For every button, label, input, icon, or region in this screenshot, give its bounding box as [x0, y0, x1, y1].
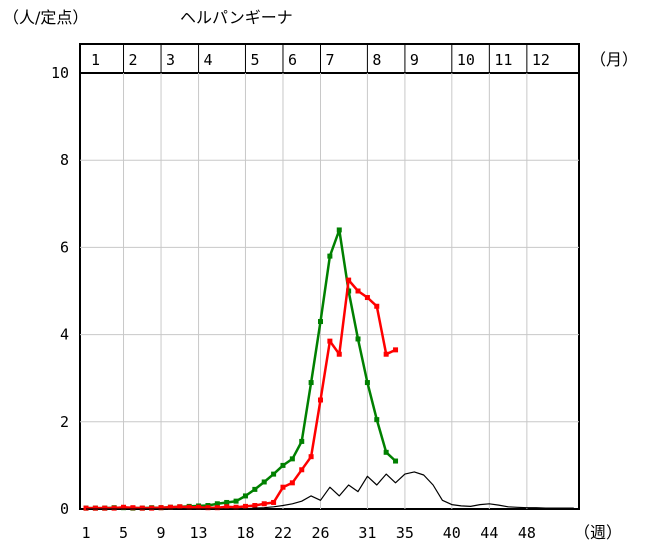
- series-2-point: [280, 484, 286, 490]
- series-2-point: [289, 480, 295, 486]
- series-2-point: [196, 504, 202, 510]
- y-axis-unit: （人/定点）: [3, 8, 88, 27]
- series-2-point: [308, 454, 314, 460]
- y-tick-label: 4: [60, 326, 69, 344]
- series-2-point: [299, 467, 305, 473]
- month-label: 7: [326, 51, 335, 69]
- month-label: 10: [457, 51, 475, 69]
- plot-area: [79, 72, 580, 510]
- series-2-point: [242, 503, 248, 509]
- series-2-point: [130, 505, 136, 511]
- series-2-point: [261, 501, 267, 507]
- month-header: 1 2 3 4 5 6 7 8 9 10 11 12: [91, 44, 550, 73]
- series-1-point: [242, 493, 248, 499]
- month-label: 2: [129, 51, 138, 69]
- series-1-point: [214, 501, 220, 507]
- series-2-point: [318, 397, 323, 403]
- series-2-point: [393, 347, 399, 353]
- y-tick-label: 0: [60, 500, 69, 518]
- x-tick-label: 5: [119, 524, 128, 542]
- series-2-point: [186, 504, 192, 510]
- series-2-point: [327, 338, 333, 344]
- series-2-point: [149, 505, 155, 511]
- y-tick-label: 8: [60, 151, 69, 169]
- month-label: 9: [410, 51, 419, 69]
- x-tick-label: 48: [518, 524, 536, 542]
- x-tick-label: 1: [81, 524, 90, 542]
- series-1-point: [261, 479, 267, 485]
- series-2-point: [205, 505, 211, 511]
- series-1-point: [393, 458, 399, 464]
- month-unit: （月）: [590, 50, 638, 69]
- series-2-point: [364, 295, 370, 301]
- series-2-point: [224, 504, 230, 510]
- series-2-point: [139, 505, 145, 511]
- series-2-point: [121, 504, 127, 510]
- series-1-point: [355, 336, 361, 342]
- series-3-line: [86, 471, 574, 510]
- month-label: 8: [372, 51, 381, 69]
- series-1-point: [374, 417, 380, 423]
- x-tick-label: 22: [274, 524, 292, 542]
- month-label: 5: [250, 51, 259, 69]
- series-2-point: [177, 504, 183, 510]
- series-1-point: [224, 499, 230, 505]
- month-label: 3: [166, 51, 175, 69]
- series-1-point: [308, 380, 314, 386]
- x-tick-label: 40: [443, 524, 461, 542]
- series-2-point: [83, 505, 89, 511]
- series-1-point: [233, 498, 239, 504]
- series-1-point: [327, 253, 333, 259]
- series-1-point: [318, 319, 323, 325]
- series-1-point: [271, 471, 277, 477]
- series-2-point: [374, 303, 380, 309]
- series-2-line: [86, 278, 397, 510]
- series-1-point: [336, 227, 342, 233]
- series-2-point: [346, 277, 352, 283]
- y-tick-label: 10: [51, 64, 69, 82]
- x-tick-label: 13: [190, 524, 208, 542]
- grid: [80, 73, 579, 509]
- series-2-point: [111, 505, 117, 511]
- series-2-point: [252, 503, 258, 509]
- month-header-bar: [79, 43, 580, 74]
- series-1-point: [364, 380, 370, 386]
- series-2-point: [355, 288, 361, 294]
- series-2-point: [158, 505, 164, 511]
- series-2-point: [214, 505, 220, 511]
- series-2-point: [271, 499, 277, 505]
- x-tick-label: 44: [480, 524, 498, 542]
- y-tick-label: 6: [60, 238, 69, 256]
- series: [83, 227, 574, 511]
- x-tick-label: 18: [236, 524, 254, 542]
- y-axis-ticks: 0 2 4 6 8 10: [51, 64, 69, 518]
- series-2-point: [167, 504, 173, 510]
- month-label: 11: [494, 51, 512, 69]
- month-label: 12: [532, 51, 550, 69]
- series-2-point: [383, 351, 389, 357]
- series-2-point: [92, 505, 98, 511]
- month-label: 4: [204, 51, 213, 69]
- series-1-point: [280, 462, 286, 468]
- month-label: 1: [91, 51, 100, 69]
- series-1-point: [299, 438, 305, 444]
- month-label: 6: [288, 51, 297, 69]
- series-2-point: [102, 505, 108, 511]
- x-axis-unit: （週）: [574, 523, 622, 542]
- series-1-point: [289, 456, 295, 462]
- y-tick-label: 2: [60, 413, 69, 431]
- x-axis-ticks: 1 5 9 13 18 22 26 31 35 40 44 48: [81, 524, 535, 542]
- series-1-point: [383, 449, 389, 455]
- x-tick-label: 9: [157, 524, 166, 542]
- x-tick-label: 35: [396, 524, 414, 542]
- series-2-point: [233, 504, 239, 510]
- series-1-point: [346, 288, 352, 294]
- series-1-point: [252, 486, 258, 492]
- x-tick-label: 26: [311, 524, 329, 542]
- chart-title: ヘルパンギーナ: [180, 8, 293, 27]
- x-tick-label: 31: [358, 524, 376, 542]
- series-2-point: [336, 351, 342, 357]
